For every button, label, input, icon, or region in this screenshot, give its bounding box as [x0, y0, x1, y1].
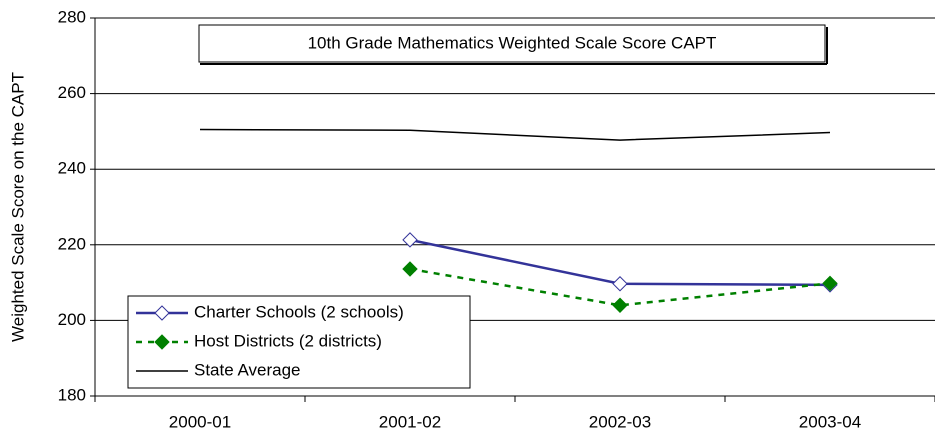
y-tick-label: 200: [58, 310, 86, 329]
marker: [402, 232, 418, 248]
marker: [822, 275, 838, 292]
y-tick-label: 280: [58, 7, 86, 26]
marker: [612, 297, 628, 313]
marker: [154, 334, 170, 350]
marker: [402, 261, 418, 277]
y-tick-label: 220: [58, 234, 86, 253]
title-box: [198, 24, 826, 63]
legend-label: Charter Schools (2 schools): [194, 302, 404, 321]
x-tick-label: 2002-03: [589, 412, 651, 431]
series-line: [409, 267, 831, 307]
y-tick-label: 180: [58, 385, 86, 404]
x-tick-label: 2001-02: [379, 412, 441, 431]
legend-label: State Average: [194, 360, 301, 379]
y-tick-label: 240: [58, 159, 86, 178]
legend-label: Host Districts (2 districts): [194, 331, 382, 350]
chart-title: 10th Grade Mathematics Weighted Scale Sc…: [308, 33, 717, 52]
series-line: [199, 128, 831, 141]
y-tick-label: 260: [58, 83, 86, 102]
x-tick-label: 2000-01: [169, 412, 231, 431]
marker: [154, 305, 170, 321]
y-axis-label: Weighted Scale Score on the CAPT: [8, 72, 27, 342]
marker: [612, 276, 628, 292]
x-tick-label: 2003-04: [799, 412, 861, 431]
